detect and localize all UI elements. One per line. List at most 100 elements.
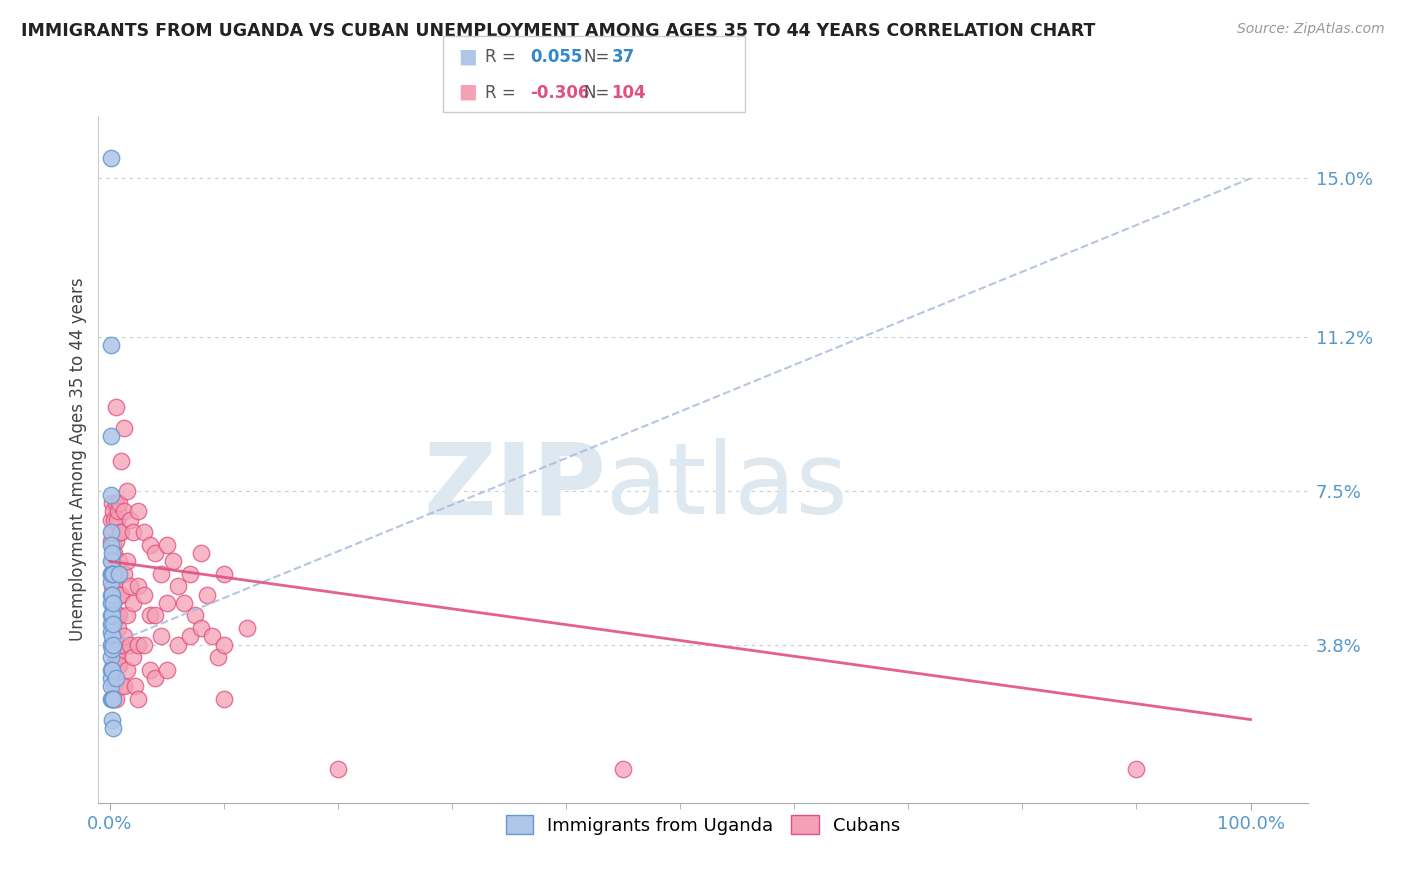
Point	[212, 566, 235, 581]
Point	[105, 608, 128, 623]
Point	[162, 554, 184, 568]
Point	[104, 566, 127, 581]
Point	[112, 421, 135, 435]
Point	[145, 546, 167, 560]
Point	[103, 504, 125, 518]
Point	[101, 554, 124, 568]
Point	[103, 691, 125, 706]
Text: N=: N=	[583, 48, 610, 66]
Point	[103, 566, 125, 581]
Point	[101, 691, 124, 706]
Point	[105, 566, 128, 581]
Point	[101, 713, 124, 727]
Point	[100, 533, 122, 548]
Point	[127, 504, 149, 518]
Point	[100, 608, 122, 623]
Point	[107, 504, 129, 518]
Point	[105, 513, 128, 527]
Point	[112, 504, 135, 518]
Text: Source: ZipAtlas.com: Source: ZipAtlas.com	[1237, 22, 1385, 37]
Point	[110, 638, 132, 652]
Text: R =: R =	[485, 48, 522, 66]
Point	[100, 513, 122, 527]
Legend: Immigrants from Uganda, Cubans: Immigrants from Uganda, Cubans	[499, 808, 907, 842]
Point	[132, 638, 155, 652]
Point	[104, 650, 127, 665]
Point	[121, 525, 143, 540]
Point	[201, 629, 224, 643]
Text: 0.055: 0.055	[530, 48, 582, 66]
Point	[108, 588, 131, 602]
Point	[1125, 763, 1147, 777]
Point	[112, 679, 135, 693]
Point	[121, 596, 143, 610]
Point	[100, 151, 122, 165]
Point	[110, 454, 132, 468]
Point	[103, 638, 125, 652]
Point	[101, 629, 124, 643]
Text: ZIP: ZIP	[423, 438, 606, 535]
Point	[101, 638, 124, 652]
Point	[127, 579, 149, 593]
Point	[100, 596, 122, 610]
Point	[104, 533, 127, 548]
Point	[207, 650, 229, 665]
Point	[103, 691, 125, 706]
Point	[104, 671, 127, 685]
Point	[100, 691, 122, 706]
Point	[127, 691, 149, 706]
Point	[100, 538, 122, 552]
Text: N=: N=	[583, 84, 610, 102]
Point	[100, 663, 122, 677]
Point	[115, 554, 138, 568]
Point	[101, 641, 124, 656]
Point	[108, 496, 131, 510]
Point	[103, 721, 125, 735]
Point	[108, 608, 131, 623]
Point	[108, 554, 131, 568]
Point	[100, 429, 122, 443]
Point	[167, 638, 190, 652]
Point	[108, 566, 131, 581]
Point	[103, 538, 125, 552]
Point	[103, 608, 125, 623]
Point	[100, 679, 122, 693]
Y-axis label: Unemployment Among Ages 35 to 44 years: Unemployment Among Ages 35 to 44 years	[69, 277, 87, 641]
Point	[101, 691, 124, 706]
Point	[100, 588, 122, 602]
Point	[167, 579, 190, 593]
Point	[235, 621, 257, 635]
Point	[120, 579, 142, 593]
Point	[150, 629, 173, 643]
Point	[103, 596, 125, 610]
Text: R =: R =	[485, 84, 522, 102]
Point	[195, 588, 218, 602]
Point	[103, 546, 125, 560]
Point	[101, 608, 124, 623]
Point	[612, 763, 634, 777]
Point	[156, 596, 179, 610]
Point	[100, 616, 122, 631]
Point	[173, 596, 195, 610]
Point	[150, 566, 173, 581]
Text: atlas: atlas	[606, 438, 848, 535]
Point	[156, 538, 179, 552]
Point	[101, 663, 124, 677]
Point	[127, 638, 149, 652]
Point	[120, 638, 142, 652]
Point	[103, 629, 125, 643]
Point	[103, 596, 125, 610]
Point	[101, 588, 124, 602]
Point	[179, 629, 201, 643]
Point	[103, 658, 125, 673]
Point	[101, 496, 124, 510]
Point	[100, 575, 122, 590]
Point	[100, 488, 122, 502]
Text: ▪: ▪	[457, 78, 478, 107]
Point	[107, 621, 129, 635]
Point	[101, 616, 124, 631]
Point	[115, 608, 138, 623]
Point	[104, 608, 127, 623]
Text: ▪: ▪	[457, 43, 478, 71]
Point	[108, 658, 131, 673]
